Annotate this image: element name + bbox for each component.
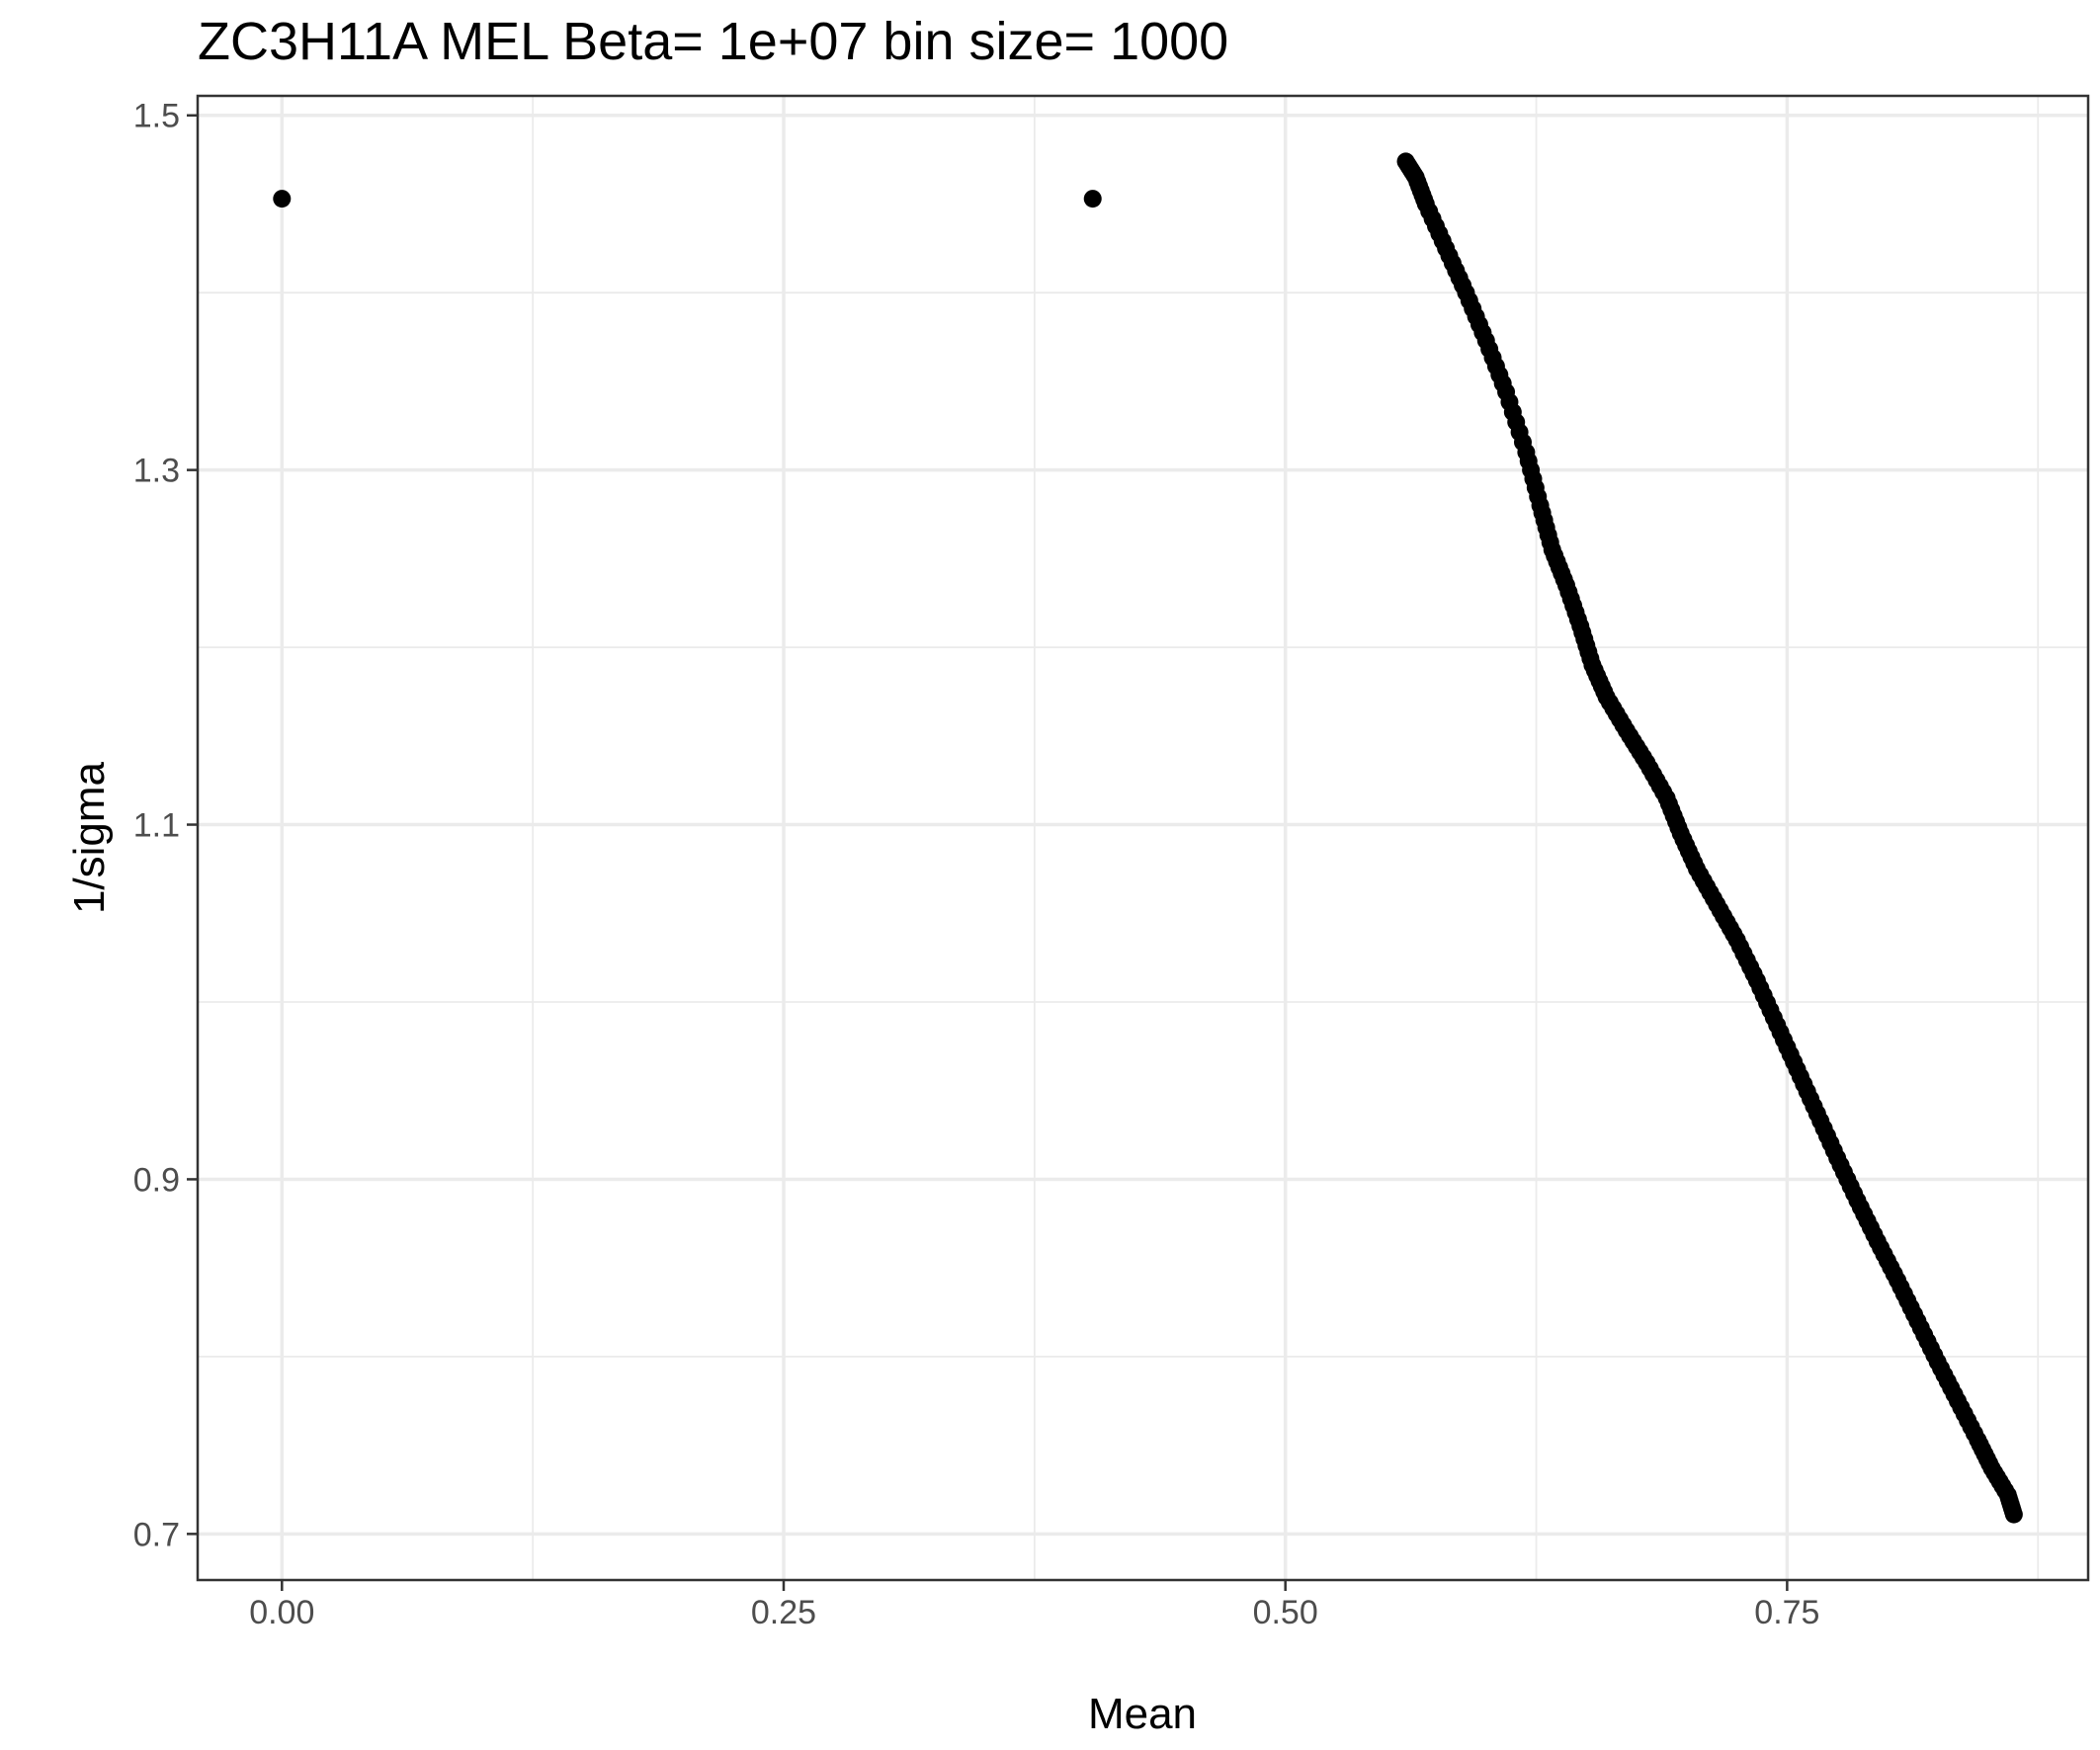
data-point (1433, 231, 1452, 250)
data-point (1865, 1225, 1884, 1244)
y-tick-label: 1.1 (133, 807, 180, 845)
y-tick-label: 0.9 (133, 1161, 180, 1199)
data-point (2003, 1502, 2022, 1521)
x-axis-title: Mean (1088, 1690, 1197, 1738)
data-point (1529, 487, 1548, 506)
data-point (1744, 964, 1763, 983)
x-tick-label: 0.25 (751, 1594, 816, 1631)
data-point (273, 190, 292, 208)
data-point (1904, 1305, 1923, 1324)
axes: 0.00 0.25 0.50 0.75 0.7 0.9 1.1 1.3 1.5 (133, 98, 1820, 1631)
x-tick-label: 0.75 (1754, 1594, 1819, 1631)
y-tick-label: 1.5 (133, 98, 180, 135)
data-point (1764, 1008, 1783, 1027)
y-tick-label: 0.7 (133, 1516, 180, 1553)
data-point (1845, 1184, 1864, 1203)
data-point (1824, 1141, 1843, 1160)
data-point (1083, 190, 1102, 208)
chart-title: ZC3H11A MEL Beta= 1e+07 bin size= 1000 (198, 12, 1228, 71)
x-tick-label: 0.00 (249, 1594, 314, 1631)
x-tick-label: 0.50 (1253, 1594, 1318, 1631)
data-point (1785, 1052, 1804, 1071)
data-point (1513, 433, 1532, 452)
grid (198, 96, 2088, 1580)
data-point (1454, 276, 1472, 294)
data-point (1473, 323, 1492, 342)
data-point (1885, 1265, 1903, 1284)
panel-border (196, 94, 2090, 1582)
data-point (1805, 1097, 1823, 1116)
data-points (273, 152, 2023, 1524)
data-point (1493, 375, 1512, 393)
data-point (1925, 1346, 1944, 1365)
y-axis-title: 1/sigma (65, 761, 114, 914)
y-tick-label: 1.3 (133, 453, 180, 490)
